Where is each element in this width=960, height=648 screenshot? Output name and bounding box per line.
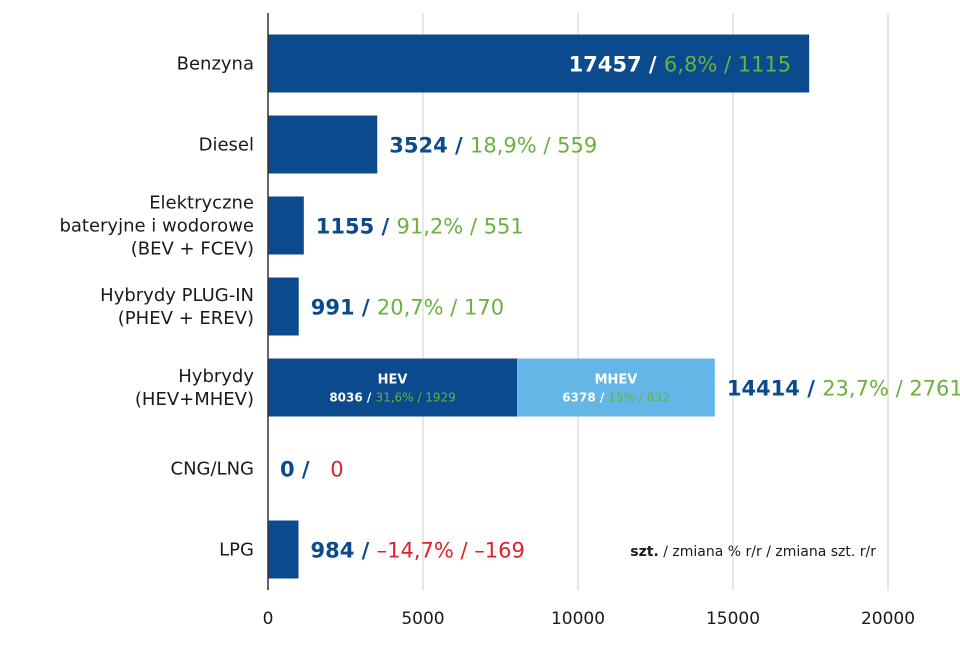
value-units: 984 / <box>311 539 377 563</box>
category-label-line: CNG/LNG <box>171 459 255 480</box>
category-label: Benzyna <box>177 54 254 75</box>
segment-name: HEV <box>378 373 408 388</box>
value-units: 14414 / <box>727 377 822 401</box>
value-delta: –169 <box>474 539 525 563</box>
value-pct: 91,2% / <box>397 215 484 239</box>
bar <box>268 115 378 174</box>
value-pct: –14,7% / <box>377 539 475 563</box>
value-units: 0 / <box>280 458 317 482</box>
value-label: 0 / 0 <box>280 458 344 482</box>
value-label: 3524 / 18,9% / 559 <box>389 134 597 158</box>
labels: Benzyna 17457 / 6,8% / 1115 Diesel 3524 / 1… <box>59 53 960 563</box>
segment-name: MHEV <box>595 373 638 388</box>
category-label-line: bateryjne i wodorowe <box>59 216 254 237</box>
x-tick-label: 20000 <box>861 609 915 629</box>
value-pct: 18,9% / <box>470 134 557 158</box>
value-pct: 6,8% / <box>664 53 738 77</box>
x-tick-label: 5000 <box>401 609 444 629</box>
category-label: LPG <box>219 540 254 561</box>
value-label: 1155 / 91,2% / 551 <box>316 215 524 239</box>
category-label: Elektryczne bateryjne i wodorowe (BEV + FC… <box>59 193 254 260</box>
category-label-line: Benzyna <box>177 54 254 75</box>
value-units: 1155 / <box>316 215 397 239</box>
grid-lines <box>422 13 889 590</box>
value-units: 3524 / <box>389 134 470 158</box>
category-label-line: Elektryczne <box>149 193 254 214</box>
segment-value-label: 6378 / 15% / 832 <box>562 391 669 405</box>
bars <box>268 34 810 579</box>
legend-note: szt. / zmiana % r/r / zmiana szt. r/r <box>630 544 876 560</box>
legend-note-bold: szt. <box>630 544 659 560</box>
x-tick-label: 15000 <box>706 609 760 629</box>
segment-units: 8036 / <box>329 391 375 405</box>
category-label-line: LPG <box>219 540 254 561</box>
category-label-line: Hybrydy <box>178 366 254 387</box>
segment-value-label: 8036 / 31,6% / 1929 <box>329 391 455 405</box>
category-label-line: (BEV + FCEV) <box>131 239 254 260</box>
category-label-line: (PHEV + EREV) <box>118 308 254 329</box>
bar <box>268 196 304 255</box>
bar <box>268 520 299 579</box>
value-label: 991 / 20,7% / 170 <box>311 296 504 320</box>
value-delta: 551 <box>484 215 524 239</box>
value-label: 14414 / 23,7% / 2761 <box>727 377 960 401</box>
segment-change: 31,6% / 1929 <box>375 391 455 405</box>
value-label: 984 / –14,7% / –169 <box>311 539 525 563</box>
value-units: 991 / <box>311 296 377 320</box>
value-label: 17457 / 6,8% / 1115 <box>569 53 792 77</box>
category-label-line: Hybrydy PLUG-IN <box>100 285 254 306</box>
segment-change: 15% / 832 <box>608 391 669 405</box>
category-label-line: (HEV+MHEV) <box>135 389 254 410</box>
value-delta: 1115 <box>738 53 791 77</box>
value-pct: 23,7% / <box>822 377 909 401</box>
x-axis: 0 5000 10000 15000 20000 <box>263 13 915 629</box>
value-delta: 0 <box>317 458 344 482</box>
value-pct: 20,7% / <box>377 296 464 320</box>
value-units: 17457 / <box>569 53 664 77</box>
bar-segment-mhev <box>517 358 715 417</box>
bar <box>268 277 299 336</box>
bar <box>268 34 810 93</box>
category-label: Hybrydy (HEV+MHEV) <box>135 366 254 410</box>
category-label-line: Diesel <box>199 135 254 156</box>
category-label: Hybrydy PLUG-IN (PHEV + EREV) <box>100 285 254 329</box>
category-label: CNG/LNG <box>171 459 255 480</box>
segment-units: 6378 / <box>562 391 608 405</box>
category-label: Diesel <box>199 135 254 156</box>
value-delta: 559 <box>557 134 597 158</box>
value-delta: 170 <box>464 296 504 320</box>
value-delta: 2761 <box>909 377 960 401</box>
bar-segment-hev <box>268 358 518 417</box>
x-tick-label: 10000 <box>551 609 605 629</box>
legend-note-rest: / zmiana % r/r / zmiana szt. r/r <box>659 544 876 560</box>
x-tick-label: 0 <box>263 609 274 629</box>
